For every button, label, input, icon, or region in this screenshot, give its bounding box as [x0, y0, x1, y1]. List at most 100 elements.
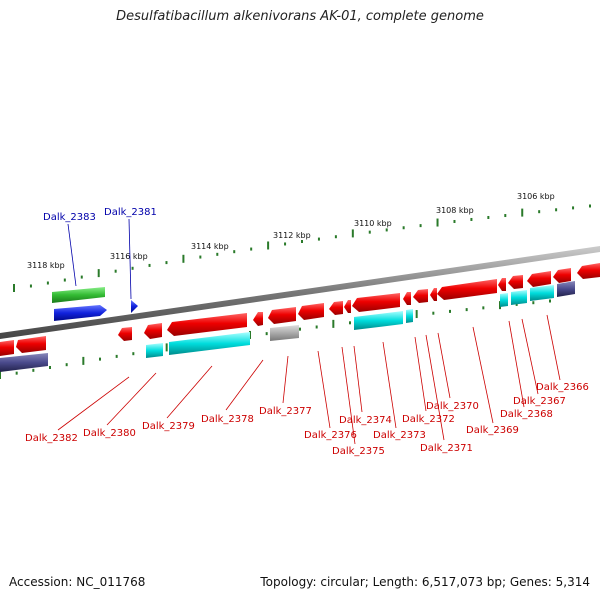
gene-label: Dalk_2382: [25, 433, 78, 444]
minor-tick: [32, 368, 35, 372]
scale-ticks-outer: [13, 204, 591, 292]
minor-tick: [80, 275, 83, 279]
gene-dalk-2381[interactable]: [131, 300, 138, 313]
gene-label: Dalk_2368: [500, 409, 553, 420]
minor-tick: [131, 266, 134, 270]
minor-tick: [216, 252, 219, 256]
gene-dalk-2370[interactable]: [430, 288, 437, 301]
minor-tick: [63, 278, 66, 282]
gene-label: Dalk_2380: [83, 428, 136, 439]
gene-label: Dalk_2371: [420, 443, 473, 454]
minor-tick: [299, 327, 301, 331]
map-title: Desulfatibacillum alkenivorans AK-01, co…: [116, 9, 484, 24]
major-tick: [0, 371, 1, 379]
gene-dalk-2379[interactable]: [144, 323, 162, 339]
minor-tick: [49, 365, 51, 369]
gene-dalk-2372[interactable]: [403, 292, 411, 305]
minor-tick: [15, 371, 18, 375]
gene-dalk-2380[interactable]: [16, 336, 46, 353]
gene-dalk-2371[interactable]: [413, 289, 428, 303]
gene-dalk-2377[interactable]: [268, 307, 296, 324]
gene-dalk-2383[interactable]: [52, 287, 105, 303]
minor-tick: [385, 228, 388, 232]
minor-tick: [199, 255, 202, 259]
gene-dalk-2375[interactable]: [329, 301, 343, 315]
minor-tick: [265, 332, 268, 336]
kbp-label: 3110 kbp: [354, 219, 392, 228]
minor-tick: [482, 306, 485, 310]
gene-labels-bottom: Dalk_2382 Dalk_2380 Dalk_2379 Dalk_2378 …: [25, 382, 589, 457]
minor-tick: [432, 311, 435, 315]
minor-tick: [46, 281, 49, 285]
top-strand-genes: [52, 287, 138, 321]
gene-cyan-2367[interactable]: [530, 285, 554, 301]
gene-dalk-2369[interactable]: [437, 279, 497, 300]
gene-dalk-2367[interactable]: [527, 271, 551, 287]
minor-tick: [572, 206, 575, 210]
gene-dalk-2365[interactable]: [577, 263, 600, 279]
minor-tick: [589, 204, 591, 208]
gene-dalk-2369b[interactable]: [498, 278, 506, 291]
gene-dalk-2377-small[interactable]: [253, 312, 263, 326]
gene-cyan-2368[interactable]: [511, 290, 527, 305]
gene-dalk-2376[interactable]: [298, 303, 324, 320]
gene-cyan-2378[interactable]: [169, 332, 250, 355]
minor-tick: [504, 214, 507, 218]
gene-cyan-2373[interactable]: [354, 311, 403, 330]
minor-tick: [402, 226, 405, 230]
major-tick: [165, 343, 168, 352]
gene-grey-2377[interactable]: [270, 325, 299, 341]
forward-strand-genes: [0, 263, 600, 356]
minor-tick: [114, 269, 117, 273]
minor-tick: [132, 352, 135, 356]
gene-cyan-2379[interactable]: [146, 343, 163, 358]
minor-tick: [99, 357, 101, 361]
gene-dalk-2373[interactable]: [352, 293, 400, 312]
minor-tick: [233, 250, 236, 254]
accession-text: Accession: NC_011768: [9, 575, 146, 589]
gene-dalk-2368[interactable]: [508, 275, 523, 289]
major-tick: [436, 218, 439, 227]
minor-tick: [301, 240, 303, 243]
gene-dalk-2379-small[interactable]: [118, 327, 132, 341]
kbp-label: 3106 kbp: [517, 192, 555, 201]
minor-tick: [349, 321, 351, 325]
minor-tick: [317, 237, 320, 241]
kbp-label: 3112 kbp: [273, 231, 311, 240]
reverse-strand-genes: [0, 281, 575, 372]
minor-tick: [65, 363, 68, 367]
minor-tick: [487, 215, 490, 219]
gene-dalk-2382-top[interactable]: [54, 305, 107, 321]
gene-label: Dalk_2375: [332, 446, 385, 457]
minor-tick: [470, 217, 473, 221]
minor-tick: [419, 224, 422, 228]
gene-cyan-2369[interactable]: [500, 293, 508, 307]
major-tick: [415, 310, 418, 319]
gene-label: Dalk_2370: [426, 401, 479, 412]
minor-tick: [555, 208, 558, 212]
minor-tick: [284, 242, 287, 246]
minor-tick: [368, 230, 371, 234]
kbp-labels: 3118 kbp 3116 kbp 3114 kbp 3112 kbp 3110…: [27, 192, 555, 270]
kbp-label: 3108 kbp: [436, 206, 474, 215]
major-tick: [332, 319, 335, 328]
leader-lines-top: [67, 218, 132, 300]
minor-tick: [532, 301, 535, 305]
gene-label: Dalk_2369: [466, 425, 519, 436]
minor-tick: [29, 284, 32, 288]
major-tick: [351, 229, 354, 238]
genome-summary-text: Topology: circular; Length: 6,517,073 bp…: [260, 575, 590, 589]
gene-dalk-2366[interactable]: [553, 268, 571, 283]
gene-navy-2366[interactable]: [557, 281, 575, 297]
gene-label: Dalk_2373: [373, 430, 426, 441]
minor-tick: [515, 302, 518, 306]
gene-cyan-2372[interactable]: [406, 309, 413, 323]
gene-dalk-2374[interactable]: [344, 300, 351, 313]
chromosome-backbone: [0, 246, 600, 339]
minor-tick: [315, 325, 318, 329]
gene-navy-left[interactable]: [0, 353, 48, 372]
gene-dalk-2378[interactable]: [167, 313, 247, 336]
gene-dalk-2382[interactable]: [0, 340, 14, 356]
kbp-label: 3118 kbp: [27, 261, 65, 270]
